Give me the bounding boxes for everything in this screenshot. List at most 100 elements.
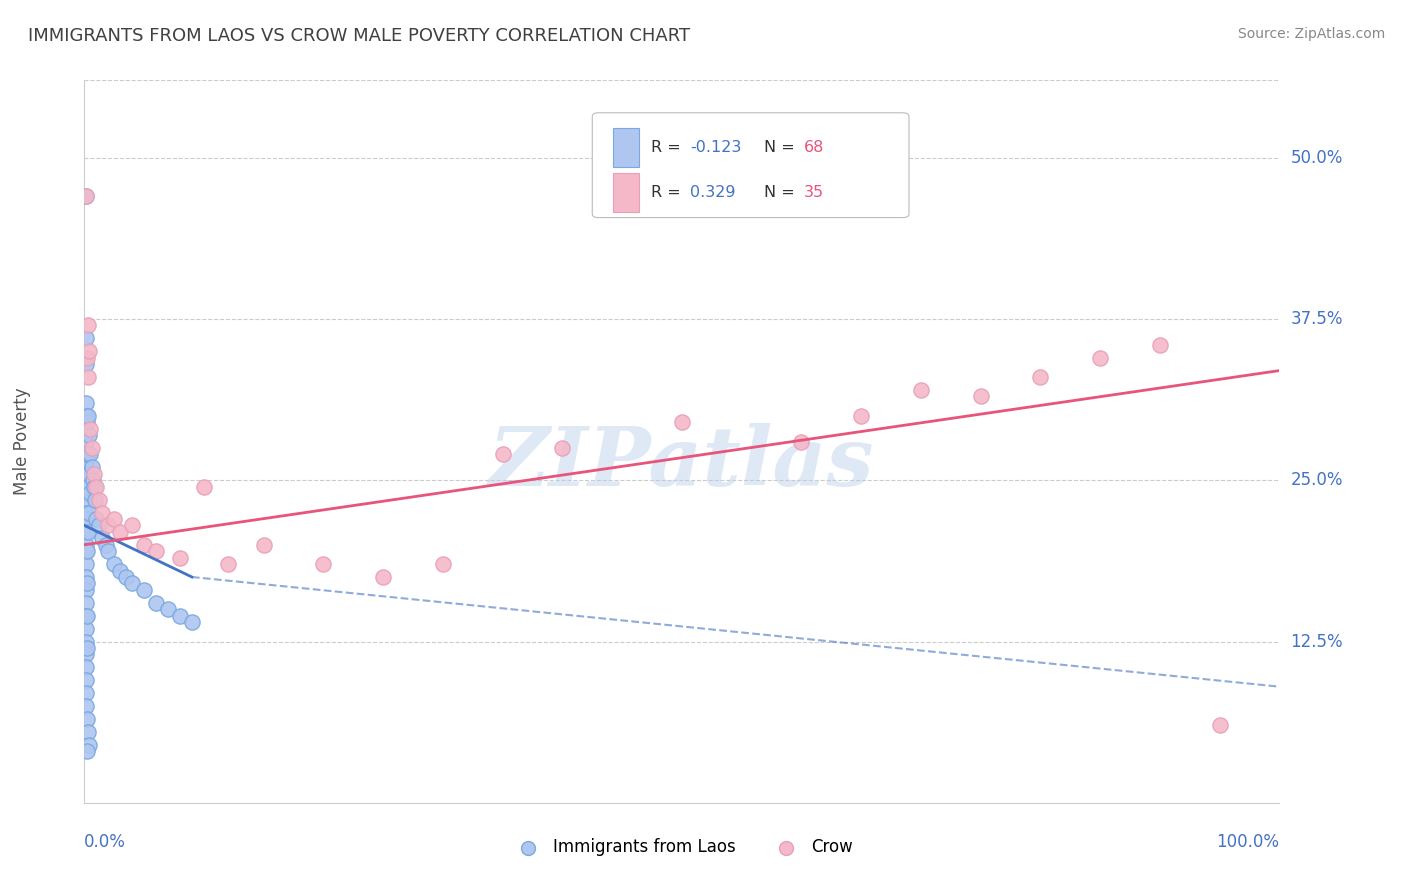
Point (75, 634, 97, 648)
Text: Source: ZipAtlas.com: Source: ZipAtlas.com (1237, 27, 1385, 41)
Point (83, 467, 105, 481)
Point (91, 506, 114, 520)
Point (76, 744, 98, 758)
Point (75, 582, 97, 597)
Point (75, 492, 97, 507)
Point (76, 576, 98, 591)
Point (1149, 338, 1171, 352)
Point (115, 570, 138, 584)
Point (76, 608, 98, 623)
Text: IMMIGRANTS FROM LAOS VS CROW MALE POVERTY CORRELATION CHART: IMMIGRANTS FROM LAOS VS CROW MALE POVERT… (28, 27, 690, 45)
FancyBboxPatch shape (592, 112, 910, 218)
Point (76, 447, 98, 461)
Point (132, 538, 156, 552)
Point (110, 524, 132, 539)
Point (80, 460, 103, 475)
Point (86, 480, 108, 494)
Point (217, 557, 239, 571)
Point (110, 564, 132, 578)
Point (75, 518, 97, 533)
Point (790, 434, 813, 449)
Text: -0.123: -0.123 (690, 140, 741, 155)
Point (97, 544, 120, 558)
Text: R =: R = (651, 140, 686, 155)
Point (145, 544, 167, 558)
Point (76, 544, 98, 558)
Point (77, 370, 100, 384)
Point (77, 467, 100, 481)
Point (75, 434, 97, 449)
Point (1029, 370, 1052, 384)
Point (83, 480, 105, 494)
Point (91, 531, 114, 545)
Point (253, 538, 276, 552)
Point (75, 660, 97, 674)
Point (75, 524, 97, 539)
Text: 12.5%: 12.5% (1291, 632, 1343, 650)
Point (75, 409, 97, 423)
Text: N =: N = (765, 185, 800, 200)
Point (75, 189, 97, 203)
Point (94, 538, 117, 552)
Text: N =: N = (765, 140, 800, 155)
Point (76, 415, 98, 429)
Point (76, 712, 98, 726)
Text: R =: R = (651, 185, 686, 200)
Point (75, 454, 97, 468)
Point (75, 596, 97, 610)
Point (1090, 351, 1112, 365)
Legend: Immigrants from Laos, Crow: Immigrants from Laos, Crow (505, 831, 859, 863)
Bar (613, 173, 638, 212)
Bar (613, 128, 638, 168)
Point (75, 331, 97, 345)
Point (77, 724, 100, 739)
Point (432, 557, 454, 571)
Point (169, 550, 191, 565)
Text: 25.0%: 25.0% (1291, 471, 1343, 489)
Point (80, 441, 103, 455)
Point (75, 506, 97, 520)
Text: 68: 68 (804, 140, 824, 155)
Point (75, 699, 97, 714)
Point (373, 570, 395, 584)
Point (76, 351, 98, 365)
Point (75, 538, 97, 552)
Point (121, 576, 143, 591)
Point (79, 422, 101, 436)
Point (75, 486, 97, 500)
Point (1209, 718, 1232, 732)
Point (76, 512, 98, 526)
Point (75, 570, 97, 584)
Point (86, 512, 108, 526)
Point (77, 428, 100, 442)
Text: Male Poverty: Male Poverty (13, 388, 31, 495)
Point (76, 480, 98, 494)
Point (103, 512, 125, 526)
Point (82, 473, 104, 487)
Point (84, 492, 107, 507)
Point (492, 447, 515, 461)
Text: 37.5%: 37.5% (1291, 310, 1343, 328)
Point (97, 518, 120, 533)
Point (77, 506, 100, 520)
Point (75, 357, 97, 371)
Text: 0.0%: 0.0% (84, 833, 127, 851)
Point (551, 441, 574, 455)
Point (103, 557, 125, 571)
Point (970, 389, 993, 403)
Text: 0.329: 0.329 (690, 185, 735, 200)
Point (75, 447, 97, 461)
Text: 50.0%: 50.0% (1291, 149, 1343, 167)
Point (75, 622, 97, 636)
Point (169, 608, 191, 623)
Point (193, 480, 215, 494)
Point (77, 480, 100, 494)
Point (75, 608, 97, 623)
Point (75, 467, 97, 481)
Text: 100.0%: 100.0% (1216, 833, 1279, 851)
Point (910, 383, 932, 397)
Point (312, 557, 335, 571)
Point (79, 447, 101, 461)
Point (77, 344, 100, 359)
Point (121, 518, 143, 533)
